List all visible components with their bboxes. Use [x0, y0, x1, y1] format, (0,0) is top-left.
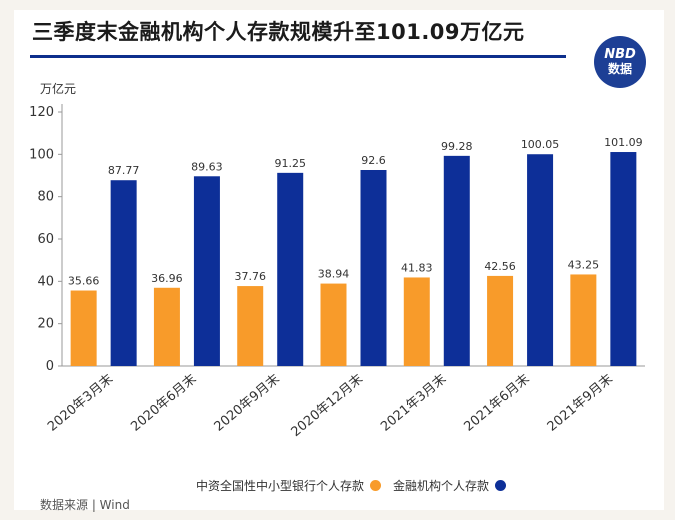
bar-small-banks	[487, 275, 514, 366]
data-source: 数据来源 | Wind	[40, 498, 130, 512]
y-tick-label: 20	[37, 317, 54, 332]
y-axis-unit-label: 万亿元	[40, 82, 77, 96]
data-label: 101.09	[604, 136, 643, 149]
data-label: 91.25	[274, 157, 306, 170]
y-tick-label: 80	[37, 190, 54, 205]
bar-small-banks	[403, 277, 430, 366]
chart-title: 三季度末金融机构个人存款规模升至101.09万亿元	[32, 20, 525, 44]
data-label: 36.96	[151, 272, 183, 285]
x-tick-label: 2020年3月末	[45, 372, 116, 435]
bar-financial-institutions	[277, 172, 304, 366]
y-tick-label: 100	[29, 147, 54, 162]
logo-text-data: 数据	[607, 62, 632, 76]
bar-small-banks	[570, 274, 597, 366]
bar-financial-institutions	[527, 154, 554, 366]
y-tick-label: 40	[37, 274, 54, 289]
x-tick-label: 2021年6月末	[461, 372, 532, 435]
data-label: 41.83	[401, 261, 433, 274]
data-label: 87.77	[108, 164, 140, 177]
data-label: 89.63	[191, 160, 223, 173]
legend-swatch-small-banks	[370, 480, 382, 491]
legend-swatch-financial-institutions	[495, 480, 507, 491]
bar-financial-institutions	[360, 169, 387, 366]
nbd-logo: NBD 数据	[594, 36, 646, 88]
bar-small-banks	[320, 283, 347, 366]
x-tick-label: 2021年3月末	[378, 372, 449, 435]
bar-chart: 0 20 40 60 80 100 120 35.66 87.77 2020年3月末 36.96 89…	[29, 104, 645, 440]
y-tick-label: 60	[37, 232, 54, 247]
bar-financial-institutions	[443, 155, 470, 366]
data-label: 38.94	[318, 268, 350, 281]
data-label: 92.6	[361, 154, 386, 167]
data-label: 43.25	[568, 258, 600, 271]
bar-financial-institutions	[193, 176, 220, 366]
x-tick-label: 2021年9月末	[545, 372, 616, 435]
data-label: 42.56	[484, 260, 516, 273]
data-label: 35.66	[68, 275, 100, 288]
logo-text-nbd: NBD	[604, 47, 636, 62]
data-label: 99.28	[441, 140, 473, 153]
data-label: 100.05	[521, 138, 560, 151]
y-tick-label: 0	[46, 359, 54, 374]
bar-small-banks	[237, 286, 264, 366]
bar-financial-institutions	[110, 180, 137, 366]
title-underline	[30, 55, 566, 58]
data-label: 37.76	[234, 270, 266, 283]
x-tick-label: 2020年6月末	[128, 372, 199, 435]
bar-small-banks	[70, 290, 97, 366]
x-tick-label: 2020年12月末	[289, 372, 367, 440]
bar-small-banks	[153, 287, 180, 366]
legend-label-financial-institutions: 金融机构个人存款	[393, 479, 490, 493]
x-tick-label: 2020年9月末	[212, 372, 283, 435]
chart-legend: 中资全国性中小型银行个人存款 金融机构个人存款	[196, 477, 518, 494]
legend-label-small-banks: 中资全国性中小型银行个人存款	[196, 479, 365, 493]
y-tick-label: 120	[29, 105, 54, 120]
bar-financial-institutions	[610, 152, 637, 366]
